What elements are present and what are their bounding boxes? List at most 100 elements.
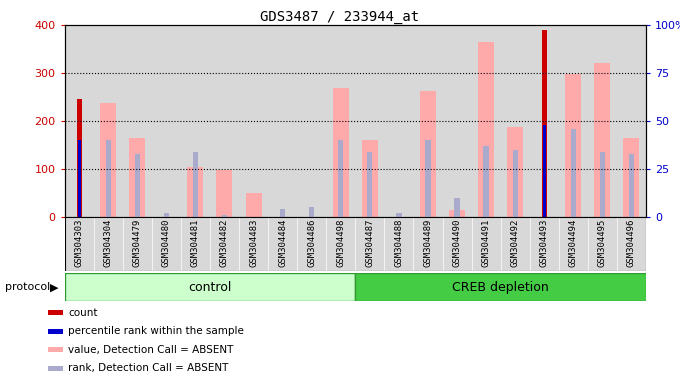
Bar: [384, 25, 413, 217]
Bar: [530, 217, 559, 271]
Bar: [542, 30, 547, 217]
Text: GDS3487 / 233944_at: GDS3487 / 233944_at: [260, 10, 420, 23]
Text: GSM304480: GSM304480: [162, 218, 171, 267]
Text: GSM304481: GSM304481: [191, 218, 200, 267]
Text: GSM304479: GSM304479: [133, 218, 141, 267]
Text: value, Detection Call = ABSENT: value, Detection Call = ABSENT: [68, 345, 233, 355]
Bar: [129, 138, 146, 217]
Bar: [571, 129, 576, 217]
Bar: [122, 217, 152, 271]
Bar: [420, 91, 436, 217]
Bar: [94, 217, 122, 271]
Text: ▶: ▶: [50, 282, 58, 292]
Bar: [210, 25, 239, 217]
Text: GSM304304: GSM304304: [104, 218, 113, 267]
Bar: [624, 138, 639, 217]
Bar: [152, 25, 181, 217]
Bar: [239, 217, 268, 271]
Bar: [588, 25, 617, 217]
Bar: [78, 140, 81, 217]
Bar: [210, 217, 239, 271]
Text: GSM304487: GSM304487: [365, 218, 374, 267]
Text: count: count: [68, 308, 97, 318]
Bar: [355, 25, 384, 217]
Bar: [530, 25, 559, 217]
Bar: [413, 25, 443, 217]
Text: GSM304496: GSM304496: [627, 218, 636, 267]
Bar: [617, 217, 646, 271]
Bar: [135, 154, 140, 217]
Bar: [65, 217, 94, 271]
Bar: [443, 25, 472, 217]
Bar: [594, 63, 611, 217]
Bar: [367, 152, 373, 217]
Bar: [355, 273, 646, 301]
Bar: [355, 217, 384, 271]
Text: GSM304498: GSM304498: [337, 218, 345, 267]
Bar: [94, 25, 122, 217]
Bar: [222, 215, 227, 217]
Bar: [326, 217, 355, 271]
Bar: [454, 198, 460, 217]
Bar: [297, 25, 326, 217]
Bar: [309, 207, 314, 217]
Bar: [152, 217, 181, 271]
Bar: [181, 25, 210, 217]
Bar: [297, 217, 326, 271]
Bar: [333, 88, 349, 217]
Text: GSM304484: GSM304484: [278, 218, 287, 267]
Text: GSM304488: GSM304488: [394, 218, 403, 267]
Bar: [65, 25, 94, 217]
Bar: [413, 217, 443, 271]
Text: GSM304483: GSM304483: [249, 218, 258, 267]
Bar: [449, 210, 465, 217]
Bar: [362, 140, 378, 217]
Text: GSM304482: GSM304482: [220, 218, 229, 267]
Text: protocol: protocol: [5, 282, 51, 292]
Bar: [384, 217, 413, 271]
Bar: [472, 25, 500, 217]
Text: GSM304490: GSM304490: [453, 218, 462, 267]
Bar: [65, 273, 355, 301]
Bar: [507, 127, 523, 217]
Text: GSM304492: GSM304492: [511, 218, 520, 267]
Bar: [500, 25, 530, 217]
Text: percentile rank within the sample: percentile rank within the sample: [68, 326, 244, 336]
Bar: [188, 167, 203, 217]
Bar: [443, 217, 472, 271]
Bar: [472, 217, 500, 271]
Bar: [245, 193, 262, 217]
Text: GSM304491: GSM304491: [481, 218, 490, 267]
Bar: [617, 25, 646, 217]
Bar: [268, 25, 297, 217]
Text: GSM304486: GSM304486: [307, 218, 316, 267]
Bar: [181, 217, 210, 271]
Text: GSM304493: GSM304493: [540, 218, 549, 267]
Bar: [280, 209, 285, 217]
Text: GSM304494: GSM304494: [569, 218, 578, 267]
Bar: [565, 74, 581, 217]
Bar: [122, 25, 152, 217]
Text: CREB depletion: CREB depletion: [452, 281, 549, 293]
Bar: [77, 99, 82, 217]
Bar: [193, 152, 198, 217]
Bar: [500, 217, 530, 271]
Bar: [239, 25, 268, 217]
Text: GSM304489: GSM304489: [424, 218, 432, 267]
Bar: [543, 125, 546, 217]
Bar: [483, 146, 489, 217]
Text: control: control: [188, 281, 232, 293]
Bar: [513, 150, 517, 217]
Bar: [268, 217, 297, 271]
Bar: [100, 103, 116, 217]
Bar: [216, 170, 233, 217]
Bar: [326, 25, 355, 217]
Bar: [396, 213, 401, 217]
Bar: [478, 42, 494, 217]
Bar: [559, 25, 588, 217]
Text: GSM304495: GSM304495: [598, 218, 607, 267]
Bar: [629, 154, 634, 217]
Bar: [164, 213, 169, 217]
Bar: [426, 140, 430, 217]
Bar: [105, 140, 111, 217]
